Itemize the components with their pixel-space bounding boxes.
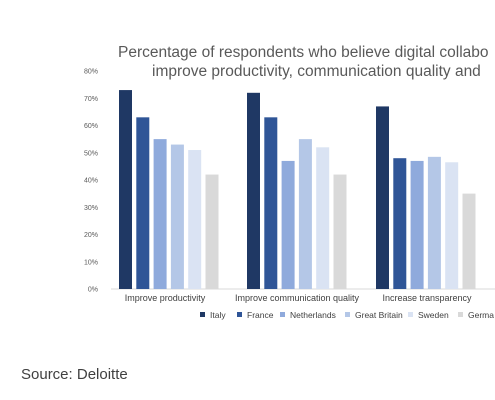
legend-label: Italy: [210, 310, 226, 320]
y-tick-label: 20%: [84, 232, 98, 239]
y-tick-label: 10%: [84, 259, 98, 266]
legend: Italy France Netherlands Great Britain Swede…: [200, 310, 494, 320]
legend-swatch: [280, 312, 285, 317]
bar-italy-1: [247, 92, 260, 289]
bar-netherlands-2: [410, 160, 424, 289]
y-tick-label: 60%: [84, 123, 98, 130]
bar-france-1: [264, 117, 278, 289]
chart-title-line-1: Percentage of respondents who believe di…: [118, 44, 489, 61]
legend-swatch: [237, 312, 242, 317]
y-tick-label: 70%: [84, 96, 98, 103]
bar-germa-0: [205, 174, 219, 289]
legend-swatch: [458, 312, 463, 317]
legend-swatch: [200, 312, 205, 317]
bar-great-britain-2: [427, 156, 441, 289]
y-tick-label: 50%: [84, 150, 98, 157]
legend-label: Germa: [468, 310, 494, 320]
chart-title-line-2: improve productivity, communication qual…: [152, 63, 481, 80]
bar-netherlands-1: [281, 160, 295, 289]
bar-italy-0: [119, 90, 132, 289]
legend-label: France: [247, 310, 274, 320]
bar-france-0: [136, 117, 150, 289]
x-category-label: Improve productivity: [125, 293, 206, 303]
x-category-label: Improve communication quality: [235, 293, 360, 303]
legend-label: Sweden: [418, 310, 449, 320]
bar-netherlands-0: [153, 139, 167, 289]
bar-sweden-1: [316, 147, 330, 289]
y-axis: 0% 10% 20% 30% 40% 50% 60% 70% 80%: [84, 69, 98, 294]
bars: [119, 90, 476, 289]
bar-great-britain-1: [298, 139, 312, 289]
y-tick-label: 40%: [84, 178, 98, 185]
bar-germa-2: [462, 193, 476, 289]
y-tick-label: 80%: [84, 69, 98, 76]
bar-germa-1: [333, 174, 347, 289]
y-tick-label: 30%: [84, 205, 98, 212]
legend-label: Great Britain: [355, 310, 403, 320]
legend-label: Netherlands: [290, 310, 336, 320]
bar-sweden-2: [445, 162, 459, 289]
legend-swatch: [345, 312, 350, 317]
x-axis-labels: Improve productivity Improve communicatio…: [125, 293, 472, 303]
x-category-label: Increase transparency: [382, 293, 472, 303]
y-tick-label: 0%: [88, 287, 98, 294]
bar-italy-2: [376, 106, 389, 289]
bar-sweden-0: [188, 150, 202, 289]
bar-france-2: [393, 158, 407, 289]
legend-swatch: [408, 312, 413, 317]
source-note: Source: Deloitte: [21, 366, 128, 383]
chart-title: Percentage of respondents who believe di…: [118, 44, 489, 80]
bar-great-britain-0: [170, 144, 184, 289]
